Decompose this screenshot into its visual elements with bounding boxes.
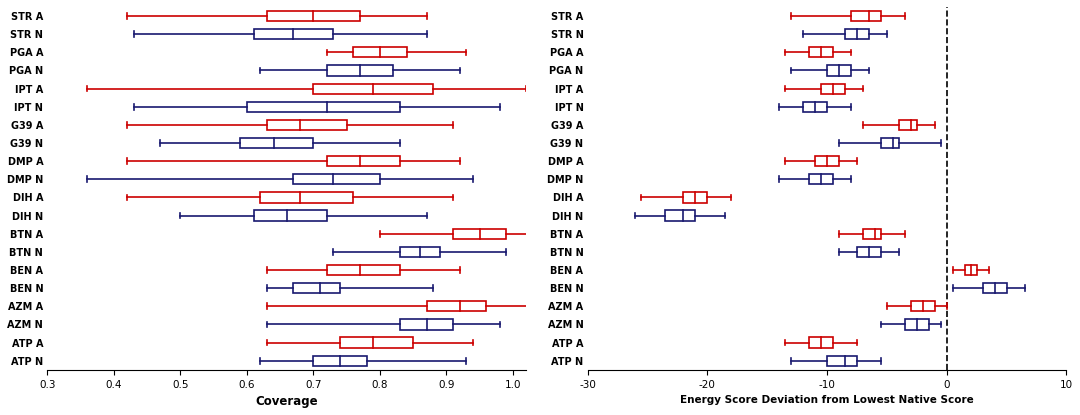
Bar: [665, 210, 696, 221]
Bar: [851, 11, 881, 21]
Bar: [294, 174, 380, 184]
Bar: [294, 283, 340, 293]
Bar: [863, 229, 881, 239]
Bar: [247, 102, 400, 112]
Bar: [254, 29, 334, 39]
Bar: [313, 356, 366, 366]
Bar: [427, 301, 486, 311]
Bar: [821, 83, 845, 94]
Bar: [353, 47, 406, 57]
Bar: [815, 156, 839, 166]
Bar: [254, 210, 327, 221]
Bar: [899, 120, 917, 130]
Bar: [910, 301, 935, 311]
Bar: [856, 247, 881, 257]
Bar: [400, 247, 440, 257]
Bar: [684, 192, 707, 203]
Bar: [267, 120, 347, 130]
Bar: [827, 356, 856, 366]
Bar: [964, 265, 976, 275]
Bar: [313, 83, 433, 94]
Bar: [327, 156, 400, 166]
Bar: [905, 320, 929, 330]
X-axis label: Coverage: Coverage: [256, 395, 319, 408]
Bar: [881, 138, 899, 148]
Bar: [827, 65, 851, 76]
Bar: [260, 192, 353, 203]
Bar: [327, 265, 400, 275]
Bar: [983, 283, 1007, 293]
Bar: [809, 337, 833, 348]
Bar: [845, 29, 869, 39]
Bar: [809, 47, 833, 57]
Bar: [454, 229, 507, 239]
Bar: [240, 138, 313, 148]
Bar: [340, 337, 414, 348]
Bar: [327, 65, 393, 76]
Bar: [804, 102, 827, 112]
Bar: [267, 11, 360, 21]
X-axis label: Energy Score Deviation from Lowest Native Score: Energy Score Deviation from Lowest Nativ…: [680, 395, 974, 405]
Bar: [809, 174, 833, 184]
Bar: [400, 320, 454, 330]
